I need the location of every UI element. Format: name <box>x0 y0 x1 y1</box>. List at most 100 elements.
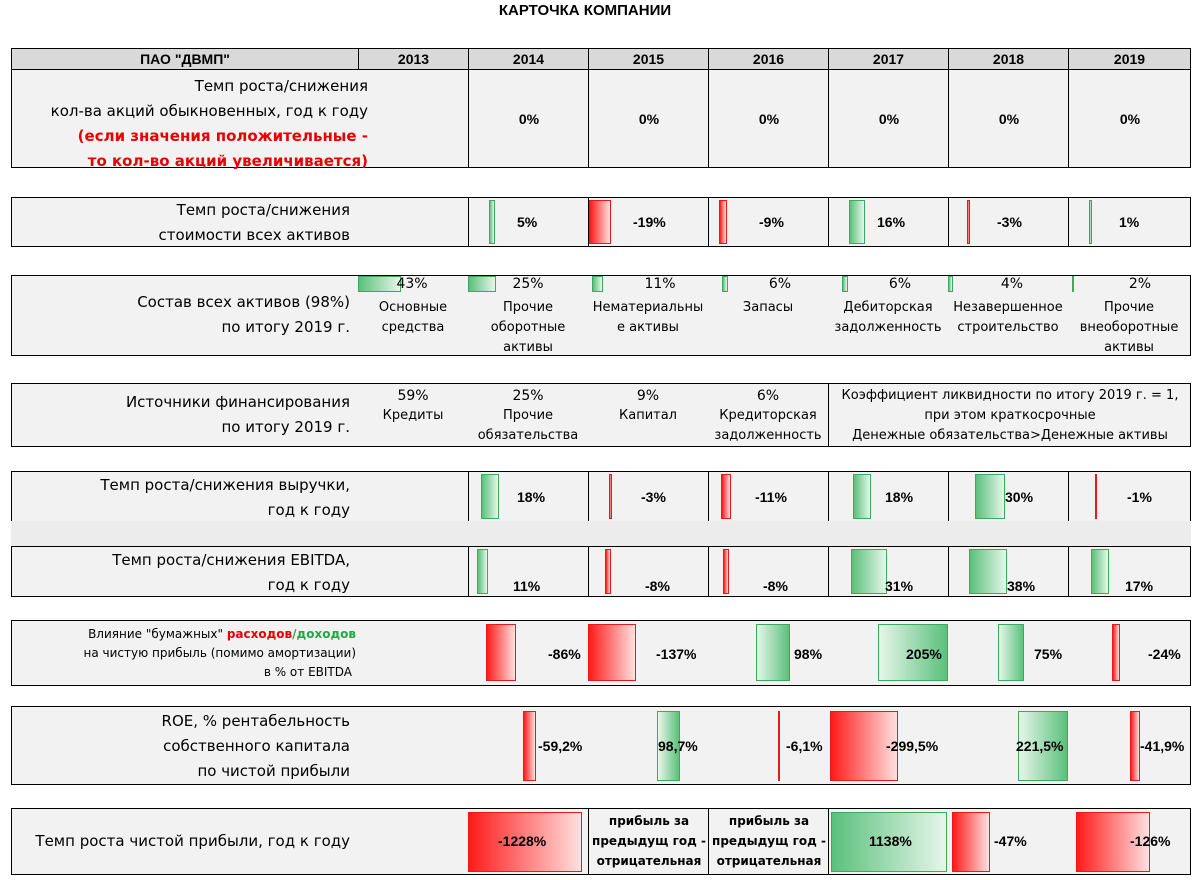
asset-pct-5: 6% <box>888 276 912 292</box>
page-title: КАРТОЧКА КОМПАНИИ <box>498 2 672 19</box>
paper-label: Влияние "бумажных" расходов/доходов на ч… <box>12 625 358 682</box>
net-profit-label: Темп роста чистой прибыли, год к году <box>35 832 350 850</box>
shares-label-line1: Темп роста/снижения <box>194 77 368 95</box>
assets-bar-2016 <box>719 200 727 244</box>
ebitda-bar-2014 <box>477 549 488 594</box>
asset-lbl-7a: Прочие <box>1103 300 1155 315</box>
roe-2019: -41,9% <box>1140 738 1185 754</box>
shares-2019: 0% <box>1119 111 1141 127</box>
revenue-line1: Темп роста/снижения выручки, <box>100 476 350 494</box>
paper-2018: 75% <box>1034 646 1063 662</box>
roe-label: ROE, % рентабельность собственного капит… <box>0 709 350 784</box>
revenue-label: Темп роста/снижения выручки, год к году <box>0 473 350 523</box>
year-2014: 2014 <box>468 49 588 69</box>
roe-bar-2014 <box>523 711 536 781</box>
np-note-2016-3: отрицательная <box>716 854 822 868</box>
asset-lbl-1b: средства <box>381 320 445 335</box>
paper-bar-2019 <box>1112 624 1120 681</box>
paper-2015: -137% <box>656 646 697 662</box>
roe-2017: -299,5% <box>886 738 939 754</box>
fin-item-1: 59% Кредиты <box>358 384 468 446</box>
liquidity-note-1: Коэффициент ликвидности по итогу 2019 г.… <box>841 388 1179 403</box>
roe-bar-2016 <box>778 711 780 781</box>
year-2018: 2018 <box>948 49 1068 69</box>
asset-lbl-7b: внеоборотные <box>1079 320 1179 335</box>
np-2017: 1138% <box>869 833 912 849</box>
assets-2015: -19% <box>633 214 666 230</box>
ebitda-2014: 11% <box>513 578 541 594</box>
asset-pct-1: 43% <box>396 276 428 292</box>
financing-label: Источники финансирования по итогу 2019 г… <box>0 390 350 440</box>
fin-lbl-4b: задолженность <box>714 428 822 443</box>
fin-lbl-1a: Кредиты <box>382 408 444 423</box>
year-2019: 2019 <box>1068 49 1190 69</box>
fin-item-2: 25% Прочие обязательства <box>468 384 588 446</box>
assets-2018: -3% <box>997 214 1022 230</box>
roe-2015: 98,7% <box>658 738 698 754</box>
revenue-bar-2019 <box>1095 474 1097 519</box>
asset-bar-1 <box>358 276 401 292</box>
paper-bar-2017 <box>878 624 948 681</box>
roe-line2: собственного капитала <box>163 737 350 755</box>
roe-2018: 221,5% <box>1016 738 1064 754</box>
shares-2016: 0% <box>758 111 780 127</box>
assets-bar-2015 <box>589 200 611 244</box>
assets-growth-line1: Темп роста/снижения <box>176 201 350 219</box>
shares-2018: 0% <box>998 111 1020 127</box>
asset-structure-block: Состав всех активов (98%) по итогу 2019 … <box>11 275 1191 356</box>
paper-bar-2014 <box>486 624 516 681</box>
revenue-block: Темп роста/снижения выручки, год к году … <box>11 471 1191 522</box>
shares-2015: 0% <box>638 111 660 127</box>
np-note-2016-1: прибыль за <box>728 814 810 828</box>
assets-bar-2017 <box>849 200 865 244</box>
ebitda-bar-2015 <box>605 549 611 594</box>
assets-growth-block: Темп роста/снижения стоимости всех актив… <box>11 197 1191 247</box>
asset-pct-2: 25% <box>512 276 544 292</box>
revenue-line2: год к году <box>267 501 350 519</box>
ebitda-bar-2017 <box>851 549 887 594</box>
fin-lbl-2b: обязательства <box>477 428 579 443</box>
asset-structure-line2: по итогу 2019 г. <box>221 318 350 336</box>
np-note-2015: прибыль за предыдущ год - отрицательная <box>588 809 708 874</box>
asset-lbl-1a: Основные <box>378 300 448 315</box>
spacer-band <box>11 521 1191 547</box>
paper-line1b: расходов <box>226 627 293 641</box>
revenue-2014: 18% <box>517 489 546 505</box>
asset-item-5: 6% Дебиторская задолженность <box>828 276 948 355</box>
asset-bar-2 <box>468 276 496 292</box>
paper-bar-2015 <box>588 624 636 681</box>
paper-2016: 98% <box>794 646 823 662</box>
asset-lbl-3a: Нематериальны <box>592 300 704 315</box>
np-bar-2014 <box>468 812 582 872</box>
asset-lbl-6a: Незавершенное <box>953 300 1063 315</box>
asset-lbl-4a: Запасы <box>742 300 794 315</box>
np-bar-2019 <box>1076 812 1150 872</box>
asset-item-1: 43% Основные средства <box>358 276 468 355</box>
asset-item-2: 25% Прочие оборотные активы <box>468 276 588 355</box>
ebitda-block: Темп роста/снижения EBITDA, год к году 1… <box>11 546 1191 597</box>
np-bar-2017 <box>831 812 947 872</box>
asset-bar-4 <box>722 276 728 292</box>
financing-block: Источники финансирования по итогу 2019 г… <box>11 383 1191 447</box>
roe-2014: -59,2% <box>538 738 583 754</box>
roe-bar-2018 <box>1018 711 1068 781</box>
revenue-2019: -1% <box>1127 489 1152 505</box>
revenue-2015: -3% <box>641 489 666 505</box>
np-note-2015-1: прибыль за <box>608 814 690 828</box>
np-note-2015-2: предыдущ год - <box>592 834 706 848</box>
asset-item-6: 4% Незавершенное строительство <box>948 276 1068 355</box>
paper-line1c: / <box>292 627 297 641</box>
asset-lbl-2c: активы <box>503 340 553 355</box>
liquidity-note: Коэффициент ликвидности по итогу 2019 г.… <box>828 384 1190 446</box>
asset-bar-6 <box>948 276 953 292</box>
financing-line2: по итогу 2019 г. <box>221 418 350 436</box>
company-name: ПАО "ДВМП" <box>140 51 230 67</box>
assets-bar-2019 <box>1089 200 1092 244</box>
asset-structure-line1: Состав всех активов (98%) <box>137 293 350 311</box>
paper-line2: на чистую прибыль (помимо амортизации) <box>83 646 356 660</box>
asset-structure-label: Состав всех активов (98%) по итогу 2019 … <box>0 290 350 340</box>
np-bar-2018 <box>952 812 990 872</box>
year-2016: 2016 <box>708 49 828 69</box>
asset-lbl-2b: оборотные <box>490 320 566 335</box>
liquidity-note-3: Денежные обязательства>Денежные активы <box>852 428 1168 443</box>
